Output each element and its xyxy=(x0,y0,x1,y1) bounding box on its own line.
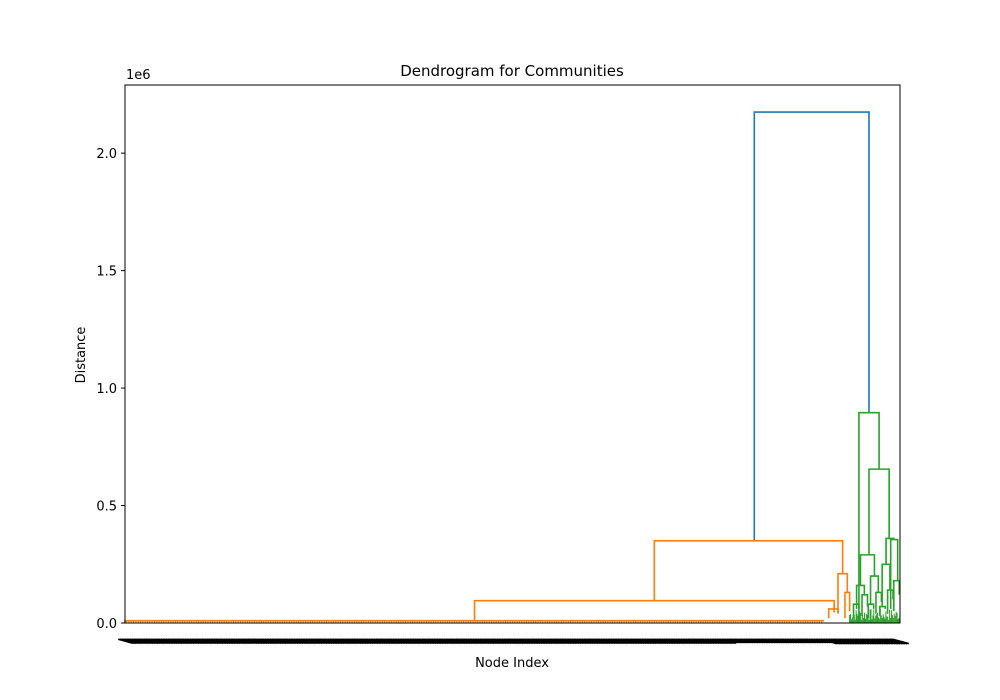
dendrogram-link-9 xyxy=(859,554,876,586)
y-axis: 0.0 0.5 1.0 1.5 2.0 xyxy=(96,147,125,632)
dendrogram-link-12 xyxy=(869,575,880,605)
dendrogram-link-15 xyxy=(852,603,860,619)
y-tick-label-4: 2.0 xyxy=(96,147,117,162)
plot-frame xyxy=(124,84,901,624)
dendrogram-link-17 xyxy=(867,603,875,619)
dendrogram-link-13 xyxy=(881,563,891,607)
x-axis-label: Node Index xyxy=(475,656,549,671)
dendrogram-link-18 xyxy=(875,591,883,614)
y-tick-label-3: 1.5 xyxy=(96,265,117,280)
dendrogram-link-8 xyxy=(868,468,890,555)
leaf-tick-label xyxy=(892,638,909,645)
leaf-tick-labels xyxy=(118,638,909,645)
dendrogram-link-14 xyxy=(889,538,899,609)
y-tick-label-1: 0.5 xyxy=(96,500,117,515)
dendrogram-link-4 xyxy=(837,572,849,614)
dendrogram-link-7 xyxy=(858,411,880,623)
y-axis-offset-label: 1e6 xyxy=(126,68,151,83)
dendrogram-link-11 xyxy=(855,584,866,609)
y-axis-label: Distance xyxy=(74,327,89,384)
dendrogram-link-1 xyxy=(653,539,844,601)
chart-title: Dendrogram for Communities xyxy=(400,62,624,80)
y-tick-label-0: 0.0 xyxy=(96,617,117,632)
dendrogram-link-2 xyxy=(473,599,835,621)
y-tick-label-2: 1.0 xyxy=(96,382,117,397)
dendrogram-link-5 xyxy=(827,608,839,619)
dendrogram-link-6 xyxy=(844,591,851,619)
dendrogram-link-0 xyxy=(753,111,870,541)
dendrogram-link-16 xyxy=(861,594,869,616)
dendrogram-links xyxy=(124,111,901,623)
dendrogram-link-21 xyxy=(893,579,901,612)
